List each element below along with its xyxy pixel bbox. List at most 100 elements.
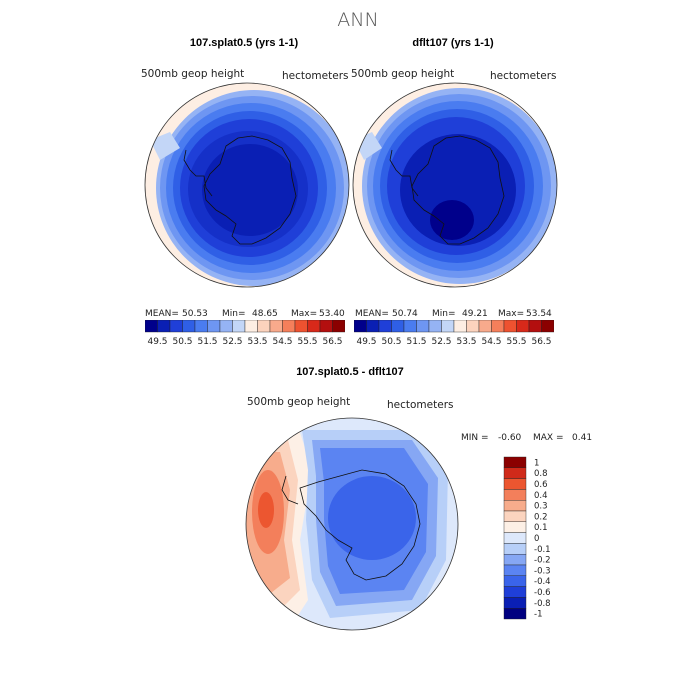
colorbar-diff-swatch <box>503 607 527 620</box>
map-3-neg-4 <box>328 476 416 560</box>
panel-1-title: 107.splat0.5 (yrs 1-1) <box>189 37 299 49</box>
colorbar-diff-tick-label: -0.2 <box>534 556 551 566</box>
colorbar-1-swatch <box>257 320 271 333</box>
map-1-ring-3 <box>202 144 298 236</box>
colorbar-diff-swatch <box>503 597 527 609</box>
colorbar-diff-swatch <box>503 575 527 587</box>
colorbar-2: 49.5 50.5 51.5 52.5 53.5 54.5 55.5 56.5 <box>354 320 554 347</box>
map-2-low-center <box>430 200 474 240</box>
colorbar-1-tick-label: 56.5 <box>322 337 342 347</box>
colorbar-diff-swatch <box>503 564 527 577</box>
colorbar-2-tick-label: 55.5 <box>506 337 526 347</box>
panel-2-units-label: hectometers <box>490 70 557 82</box>
colorbar-1-swatch <box>307 320 321 333</box>
panel-2-max-value: 53.54 <box>526 309 552 319</box>
diff-min-value: -0.60 <box>498 433 522 443</box>
panel-2-variable-label: 500mb geop height <box>351 68 455 80</box>
colorbar-diff-swatch <box>503 543 527 555</box>
colorbar-2-swatch <box>541 320 554 333</box>
colorbar-2-tick-label: 49.5 <box>356 337 376 347</box>
diff-min-label: MIN = <box>461 433 489 443</box>
colorbar-2-tick-label: 50.5 <box>381 337 401 347</box>
colorbar-diff: 10.80.60.40.30.20.10-0.1-0.2-0.3-0.4-0.6… <box>503 456 551 620</box>
colorbar-2-swatch <box>516 320 530 333</box>
colorbar-diff-swatch <box>503 500 527 512</box>
colorbar-diff-swatch <box>503 456 527 469</box>
colorbar-1-tick-label: 55.5 <box>297 337 317 347</box>
map-1-patch <box>150 132 180 160</box>
map-3-coastline <box>281 469 421 581</box>
map-2-coastline <box>389 135 505 245</box>
panel-2-max-label: Max= <box>498 309 525 319</box>
colorbar-diff-swatch <box>503 586 527 598</box>
colorbar-1-tick-label: 51.5 <box>197 337 217 347</box>
colorbar-2-swatch <box>416 320 430 333</box>
colorbar-2-swatch <box>528 320 542 333</box>
colorbar-2-tick-label: 53.5 <box>456 337 476 347</box>
colorbar-1-swatch <box>232 320 246 333</box>
colorbar-diff-swatch <box>503 521 527 533</box>
colorbar-diff-swatch <box>503 553 527 566</box>
colorbar-2-swatch <box>466 320 480 333</box>
panel-1-mean-value: 50.53 <box>182 309 208 319</box>
map-1 <box>145 83 349 287</box>
colorbar-diff-tick-label: -0.3 <box>534 566 551 576</box>
colorbar-diff-tick-label: -0.4 <box>534 577 551 587</box>
diff-max-label: MAX = <box>533 433 564 443</box>
colorbar-1-swatch <box>194 320 208 333</box>
colorbar-diff-tick-label: 0.3 <box>534 502 548 512</box>
panel-2-min-value: 49.21 <box>462 309 488 319</box>
colorbar-2-tick-label: 52.5 <box>431 337 451 347</box>
colorbar-diff-tick-label: 1 <box>534 458 539 468</box>
colorbar-diff-swatch <box>503 510 527 523</box>
colorbar-diff-tick-label: 0.8 <box>534 469 548 479</box>
diff-units-label: hectometers <box>387 399 454 411</box>
colorbar-diff-swatch <box>503 489 527 501</box>
map-1-coastline <box>183 135 297 245</box>
colorbar-diff-tick-label: 0.2 <box>534 512 548 522</box>
colorbar-2-swatch <box>378 320 392 333</box>
colorbar-1-swatch <box>207 320 221 333</box>
colorbar-2-swatch <box>453 320 467 333</box>
panel-2-mean-label: MEAN= <box>355 309 389 319</box>
panel-1-max-label: Max= <box>291 309 318 319</box>
colorbar-1-swatch <box>145 320 158 333</box>
colorbar-1-swatch <box>294 320 308 333</box>
colorbar-1-tick-label: 54.5 <box>272 337 292 347</box>
colorbar-diff-swatch <box>503 467 527 479</box>
colorbar-diff-tick-label: -0.6 <box>534 588 551 598</box>
panel-2-title: dflt107 (yrs 1-1) <box>412 37 494 49</box>
colorbar-1-swatch <box>169 320 183 333</box>
colorbar-1-swatch <box>157 320 171 333</box>
colorbar-diff-swatch <box>503 532 527 544</box>
colorbar-diff-tick-label: -0.8 <box>534 599 551 609</box>
map-3-pos-max <box>258 492 274 528</box>
map-3-border <box>245 417 459 631</box>
page-title: ANN <box>337 9 379 31</box>
colorbar-1-swatch <box>332 320 345 333</box>
colorbar-diff-tick-label: 0.1 <box>534 523 548 533</box>
colorbar-diff-tick-label: -1 <box>534 610 542 620</box>
map-2-border <box>352 82 558 288</box>
colorbar-diff-tick-label: 0 <box>534 534 539 544</box>
colorbar-1-swatch <box>282 320 296 333</box>
colorbar-diff-swatch <box>503 478 527 490</box>
colorbar-2-tick-label: 54.5 <box>481 337 501 347</box>
colorbar-1-tick-label: 49.5 <box>147 337 167 347</box>
colorbar-2-tick-label: 56.5 <box>531 337 551 347</box>
colorbar-1-swatch <box>244 320 258 333</box>
colorbar-1-swatch <box>269 320 283 333</box>
colorbar-1-swatch <box>219 320 233 333</box>
map-3 <box>246 418 458 630</box>
diff-max-value: 0.41 <box>572 433 593 443</box>
colorbar-2-swatch <box>403 320 417 333</box>
panel-2-mean-value: 50.74 <box>392 309 418 319</box>
map-2 <box>353 83 557 287</box>
colorbar-diff-tick-label: 0.4 <box>534 491 548 501</box>
colorbar-2-swatch <box>503 320 517 333</box>
colorbar-diff-tick-label: 0.6 <box>534 480 548 490</box>
colorbar-1: 49.5 50.5 51.5 52.5 53.5 54.5 55.5 56.5 <box>145 320 345 347</box>
panel-1-mean-label: MEAN= <box>145 309 179 319</box>
panel-1-units-label: hectometers <box>282 70 349 82</box>
